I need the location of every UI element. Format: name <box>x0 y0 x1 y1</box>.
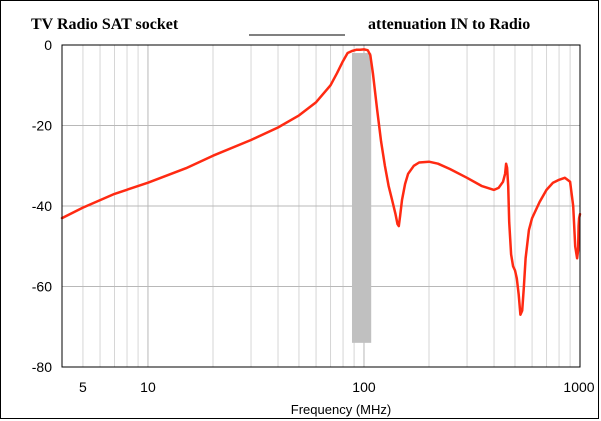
y-tick-label: -80 <box>32 359 52 375</box>
y-tick-label: -40 <box>32 198 52 214</box>
y-tick-labels: 0 -20 -40 -60 -80 <box>32 37 52 375</box>
chart-title-right: attenuation IN to Radio <box>368 16 530 33</box>
x-tick-label: 1000 <box>563 379 594 395</box>
chart-title-left: TV Radio SAT socket <box>31 16 179 33</box>
x-tick-label: 10 <box>140 379 156 395</box>
y-tick-label: -60 <box>32 279 52 295</box>
grid <box>61 44 580 368</box>
attenuation-series-line <box>60 48 582 316</box>
plot-border <box>61 44 581 368</box>
x-tick-labels: 5 10 100 1000 <box>79 379 595 395</box>
x-tick-label: 100 <box>352 379 376 395</box>
y-tick-label: -20 <box>32 118 52 134</box>
x-tick-label: 5 <box>79 379 87 395</box>
y-tick-label: 0 <box>44 37 52 53</box>
x-axis-label: Frequency (MHz) <box>291 402 391 417</box>
passband-highlight <box>351 53 372 343</box>
